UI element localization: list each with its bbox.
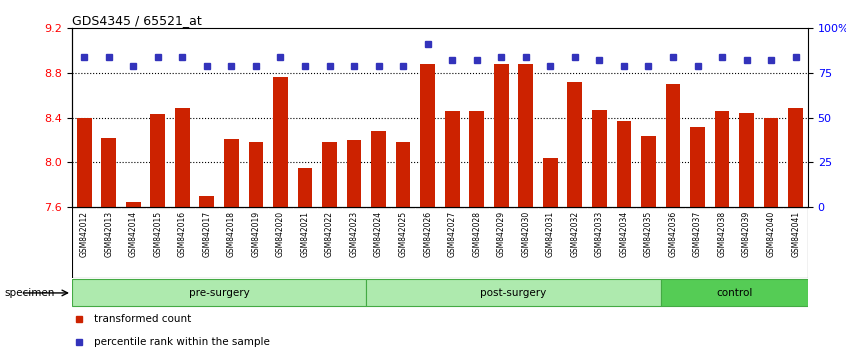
Text: GSM842036: GSM842036	[668, 211, 678, 257]
Text: GDS4345 / 65521_at: GDS4345 / 65521_at	[72, 14, 201, 27]
Bar	[666, 84, 680, 207]
Text: GSM842020: GSM842020	[276, 211, 285, 257]
Text: GSM842013: GSM842013	[104, 211, 113, 257]
Bar	[366, 279, 661, 307]
Bar	[715, 111, 729, 207]
Text: specimen: specimen	[4, 288, 55, 298]
Bar	[420, 64, 435, 207]
Text: GSM842016: GSM842016	[178, 211, 187, 257]
Text: GSM842023: GSM842023	[349, 211, 359, 257]
Bar	[126, 201, 140, 207]
Bar	[739, 113, 754, 207]
Text: GSM842019: GSM842019	[251, 211, 261, 257]
Text: GSM842014: GSM842014	[129, 211, 138, 257]
Text: percentile rank within the sample: percentile rank within the sample	[94, 337, 270, 348]
Text: GSM842015: GSM842015	[153, 211, 162, 257]
Bar	[543, 158, 558, 207]
Text: GSM842030: GSM842030	[521, 211, 530, 257]
Bar	[470, 111, 484, 207]
Bar	[151, 114, 165, 207]
Bar	[273, 78, 288, 207]
Text: GSM842038: GSM842038	[717, 211, 727, 257]
Text: GSM842034: GSM842034	[619, 211, 629, 257]
Bar	[77, 118, 91, 207]
Text: GSM842035: GSM842035	[644, 211, 653, 257]
Text: GSM842029: GSM842029	[497, 211, 506, 257]
Bar	[298, 168, 312, 207]
Text: GSM842041: GSM842041	[791, 211, 800, 257]
Text: GSM842031: GSM842031	[546, 211, 555, 257]
Text: pre-surgery: pre-surgery	[189, 288, 250, 298]
Text: GSM842026: GSM842026	[423, 211, 432, 257]
Text: GSM842037: GSM842037	[693, 211, 702, 257]
Bar	[519, 64, 533, 207]
Bar	[371, 131, 386, 207]
Text: post-surgery: post-surgery	[481, 288, 547, 298]
Bar	[764, 118, 778, 207]
Bar	[445, 111, 459, 207]
Text: GSM842027: GSM842027	[448, 211, 457, 257]
Text: GSM842032: GSM842032	[570, 211, 580, 257]
Bar	[788, 108, 803, 207]
Text: GSM842021: GSM842021	[300, 211, 310, 257]
Bar	[175, 108, 190, 207]
Text: GSM842012: GSM842012	[80, 211, 89, 257]
Bar	[494, 64, 508, 207]
Text: GSM842028: GSM842028	[472, 211, 481, 257]
Text: GSM842018: GSM842018	[227, 211, 236, 257]
Bar	[200, 196, 214, 207]
Bar	[102, 138, 116, 207]
Text: GSM842040: GSM842040	[766, 211, 776, 257]
Bar	[592, 110, 607, 207]
Bar	[617, 121, 631, 207]
Text: control: control	[717, 288, 752, 298]
Bar	[661, 279, 808, 307]
Bar	[72, 279, 366, 307]
Bar	[568, 82, 582, 207]
Text: GSM842033: GSM842033	[595, 211, 604, 257]
Text: GSM842025: GSM842025	[398, 211, 408, 257]
Text: GSM842017: GSM842017	[202, 211, 212, 257]
Bar	[641, 136, 656, 207]
Bar	[347, 140, 361, 207]
Text: GSM842022: GSM842022	[325, 211, 334, 257]
Bar	[249, 142, 263, 207]
Text: transformed count: transformed count	[94, 314, 191, 325]
Bar	[322, 142, 337, 207]
Bar	[690, 127, 705, 207]
Bar	[396, 142, 410, 207]
Bar	[224, 139, 239, 207]
Text: GSM842039: GSM842039	[742, 211, 751, 257]
Text: GSM842024: GSM842024	[374, 211, 383, 257]
